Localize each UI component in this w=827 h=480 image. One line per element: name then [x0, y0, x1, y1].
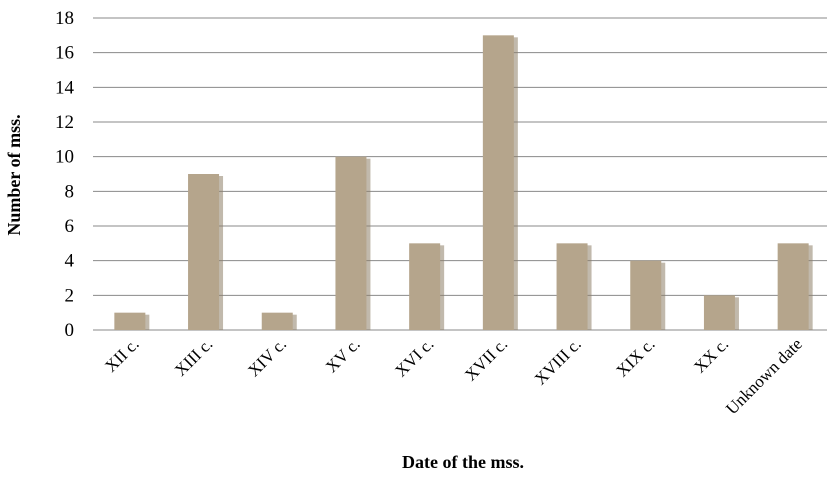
- x-tick-label: XV c.: [322, 334, 364, 376]
- bar: [335, 156, 367, 330]
- bar: [409, 243, 441, 330]
- y-tick-label: 10: [55, 147, 74, 168]
- bars: [114, 35, 813, 330]
- x-tick-label: Unknown date: [722, 334, 806, 418]
- y-tick-label: 14: [55, 77, 75, 98]
- y-tick-label: 18: [55, 8, 74, 29]
- y-tick-label: 12: [55, 112, 74, 133]
- x-tick-label: XVI c.: [391, 334, 437, 380]
- bar: [261, 312, 293, 330]
- x-tick-label: XX c.: [690, 334, 732, 376]
- y-tick-label: 2: [65, 285, 75, 306]
- y-axis-title: Number of mss.: [4, 114, 24, 235]
- y-tick-label: 6: [65, 216, 75, 237]
- bar: [114, 312, 146, 330]
- y-axis-ticks: 0 2 4 6 8 10 12 14 16 18: [55, 8, 75, 341]
- x-tick-label: XII c.: [101, 334, 142, 375]
- bar: [482, 35, 514, 330]
- bar: [188, 174, 220, 330]
- bar: [703, 295, 735, 330]
- x-tick-label: XIX c.: [612, 334, 658, 380]
- x-tick-label: XIII c.: [171, 334, 216, 379]
- x-axis-title: Date of the mss.: [402, 452, 524, 472]
- bar: [630, 260, 662, 330]
- x-tick-label: XVII c.: [461, 334, 511, 384]
- y-tick-label: 0: [65, 320, 75, 341]
- x-tick-label: XIV c.: [244, 334, 290, 380]
- y-tick-label: 8: [65, 181, 75, 202]
- bar: [777, 243, 809, 330]
- bar: [556, 243, 588, 330]
- y-tick-label: 16: [55, 43, 74, 64]
- x-axis-ticks: XII c. XIII c. XIV c. XV c. XVI c. XVII c. XVI…: [101, 334, 806, 418]
- y-tick-label: 4: [65, 251, 75, 272]
- x-tick-label: XVIII c.: [531, 334, 585, 388]
